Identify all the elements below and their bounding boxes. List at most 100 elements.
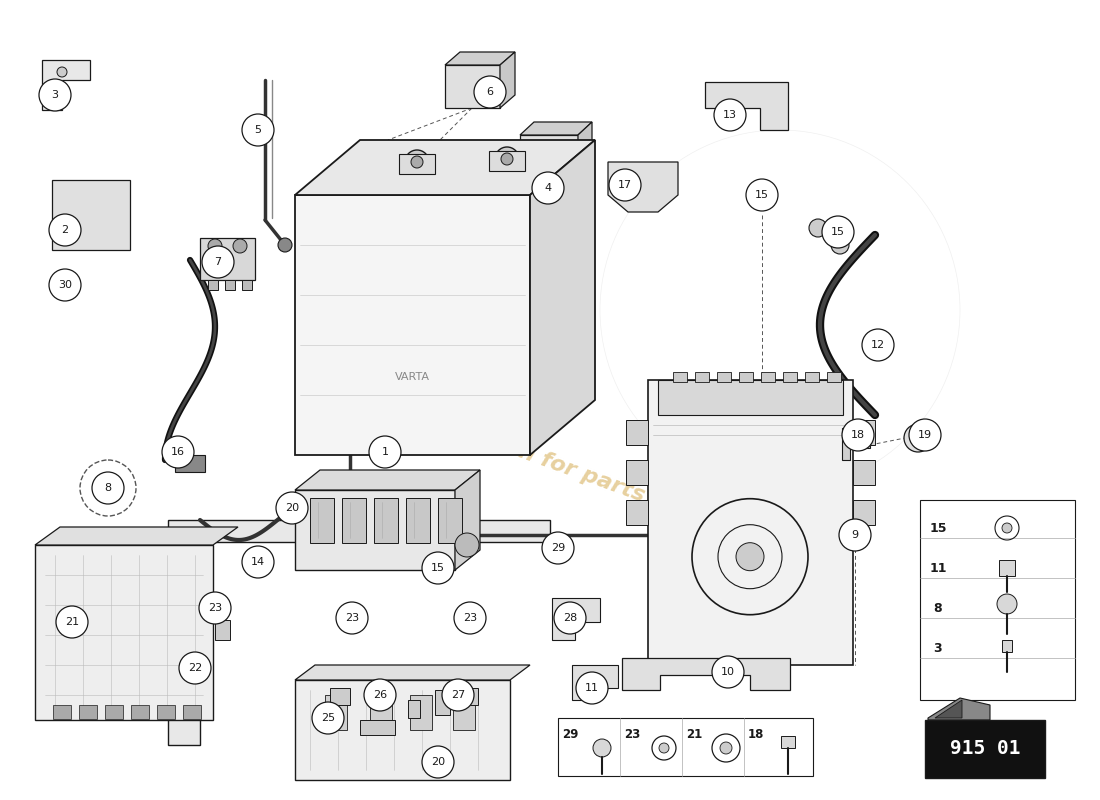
Bar: [438, 498, 462, 543]
Polygon shape: [490, 151, 525, 171]
Bar: [453, 695, 475, 730]
Circle shape: [278, 238, 292, 252]
Polygon shape: [330, 688, 350, 705]
Text: VARTA: VARTA: [395, 372, 429, 382]
Circle shape: [422, 552, 454, 584]
Bar: [920, 500, 1075, 700]
Circle shape: [659, 743, 669, 753]
Bar: [852, 420, 874, 445]
Text: 12: 12: [871, 340, 886, 350]
Bar: [852, 500, 874, 525]
Polygon shape: [35, 527, 238, 545]
Bar: [626, 420, 648, 445]
Text: 29: 29: [551, 543, 565, 553]
Polygon shape: [295, 665, 530, 680]
Circle shape: [242, 114, 274, 146]
Text: 15: 15: [830, 227, 845, 237]
Circle shape: [92, 472, 124, 504]
Polygon shape: [295, 470, 480, 490]
Bar: [410, 695, 432, 730]
Text: a passion for parts since 1905: a passion for parts since 1905: [419, 406, 781, 554]
Circle shape: [808, 219, 827, 237]
Bar: [761, 372, 776, 382]
Polygon shape: [608, 162, 678, 212]
Text: 16: 16: [170, 447, 185, 457]
Text: 27: 27: [451, 690, 465, 700]
Text: 1: 1: [382, 447, 388, 457]
Bar: [242, 280, 252, 290]
Circle shape: [57, 67, 67, 77]
Polygon shape: [175, 455, 205, 472]
Bar: [79, 705, 97, 719]
Circle shape: [208, 239, 222, 253]
Bar: [558, 718, 813, 776]
Text: 20: 20: [431, 757, 446, 767]
Circle shape: [593, 739, 611, 757]
Circle shape: [442, 679, 474, 711]
Text: 21: 21: [686, 727, 702, 741]
Circle shape: [830, 236, 849, 254]
Text: 15: 15: [431, 563, 446, 573]
Text: 28: 28: [563, 613, 578, 623]
Text: 11: 11: [585, 683, 600, 693]
Text: 29: 29: [562, 727, 579, 741]
Text: 2: 2: [62, 225, 68, 235]
Bar: [324, 695, 346, 730]
Text: 19: 19: [917, 430, 932, 440]
Text: 10: 10: [720, 667, 735, 677]
Text: 5: 5: [254, 125, 262, 135]
Bar: [805, 372, 820, 382]
Polygon shape: [935, 700, 962, 718]
Text: 18: 18: [748, 727, 764, 741]
Bar: [626, 500, 648, 525]
Polygon shape: [96, 480, 120, 496]
Circle shape: [1002, 523, 1012, 533]
Circle shape: [532, 172, 564, 204]
Text: 8: 8: [104, 483, 111, 493]
Circle shape: [746, 179, 778, 211]
Text: 15: 15: [755, 190, 769, 200]
Bar: [104, 705, 123, 719]
Bar: [852, 460, 874, 485]
Text: 25: 25: [321, 713, 336, 723]
Polygon shape: [842, 428, 870, 460]
Circle shape: [912, 432, 924, 444]
Bar: [208, 280, 218, 290]
Circle shape: [368, 436, 402, 468]
Polygon shape: [578, 122, 592, 178]
Circle shape: [495, 147, 519, 171]
Circle shape: [997, 594, 1018, 614]
Polygon shape: [455, 470, 480, 570]
Polygon shape: [500, 52, 515, 108]
Circle shape: [822, 216, 854, 248]
Circle shape: [199, 592, 231, 624]
Bar: [374, 498, 398, 543]
Bar: [781, 736, 795, 748]
Bar: [626, 460, 648, 485]
Bar: [999, 560, 1015, 576]
Circle shape: [904, 424, 932, 452]
Circle shape: [179, 652, 211, 684]
Circle shape: [736, 542, 764, 570]
Polygon shape: [446, 52, 515, 65]
Circle shape: [720, 742, 732, 754]
Polygon shape: [621, 658, 790, 690]
Text: 23: 23: [208, 603, 222, 613]
Circle shape: [162, 436, 194, 468]
Text: 13: 13: [723, 110, 737, 120]
Polygon shape: [295, 140, 595, 195]
Circle shape: [474, 76, 506, 108]
Bar: [717, 372, 732, 382]
Polygon shape: [399, 154, 435, 174]
Circle shape: [862, 329, 894, 361]
Bar: [648, 380, 852, 665]
Circle shape: [839, 519, 871, 551]
Circle shape: [56, 606, 88, 638]
Text: 11: 11: [930, 562, 947, 574]
Polygon shape: [520, 122, 592, 135]
Polygon shape: [168, 520, 550, 745]
Circle shape: [107, 480, 123, 496]
Text: 7: 7: [214, 257, 221, 267]
Bar: [1002, 640, 1012, 652]
Bar: [827, 372, 842, 382]
